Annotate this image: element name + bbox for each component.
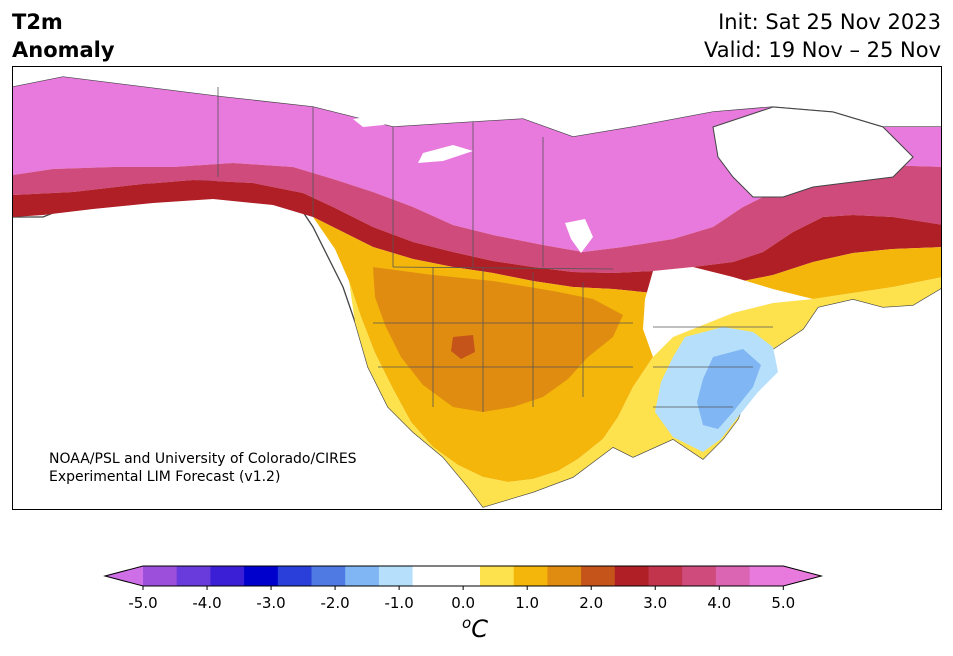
credit-line-1: NOAA/PSL and University of Colorado/CIRE…	[49, 451, 357, 467]
lake-white-1	[353, 113, 408, 127]
anomaly-map	[12, 66, 942, 510]
colorbar-segment	[277, 566, 312, 586]
anomaly-band-3-4	[13, 163, 941, 273]
anomaly-band-2-3	[13, 180, 941, 293]
init-date: Init: Sat 25 Nov 2023	[718, 10, 941, 34]
colorbar-segment	[749, 566, 784, 586]
valid-range: Valid: 19 Nov – 25 Nov	[704, 38, 941, 62]
lakes-neutral-zone	[643, 267, 813, 357]
lake-white-3	[565, 219, 593, 253]
colorbar-segment	[143, 566, 178, 586]
unit-base: C	[471, 615, 488, 643]
colorbar-segment	[311, 566, 346, 586]
colorbar-tick-label: -1.0	[384, 594, 413, 612]
colorbar-segment	[614, 566, 649, 586]
map-title: T2m Anomaly	[12, 8, 115, 64]
anomaly-band-1-5	[373, 267, 623, 412]
colorbar-segment	[446, 566, 481, 586]
colorbar-tick-label: -2.0	[320, 594, 349, 612]
colorbar-tick-label: -5.0	[128, 594, 157, 612]
forecast-dates: Init: Sat 25 Nov 2023 Valid: 19 Nov – 25…	[704, 8, 941, 64]
data-credit: NOAA/PSL and University of Colorado/CIRE…	[49, 450, 357, 486]
title-anomaly: Anomaly	[12, 38, 115, 62]
anomaly-band-warm-core	[451, 335, 475, 359]
colorbar-tick-label: -3.0	[256, 594, 285, 612]
credit-line-2: Experimental LIM Forecast (v1.2)	[49, 469, 281, 485]
colorbar-tick-label: 0.0	[451, 594, 475, 612]
lake-white-2	[418, 145, 473, 163]
colorbar-tick-label: -4.0	[192, 594, 221, 612]
colorbar-segment	[378, 566, 414, 586]
title-variable: T2m	[12, 10, 63, 34]
colorbar-segment	[648, 566, 683, 586]
colorbar-segment	[244, 566, 279, 586]
anomaly-band-0-1	[349, 277, 941, 507]
colorbar-segment	[581, 566, 616, 586]
colorbar-extend-low	[105, 566, 143, 586]
colorbar-tick-label: 5.0	[771, 594, 795, 612]
colorbar-segment	[513, 566, 548, 586]
colorbar-segment	[682, 566, 717, 586]
colorbar-segment	[547, 566, 582, 586]
anomaly-band-cool-minus1-5	[697, 349, 761, 429]
colorbar-tick-label: 3.0	[643, 594, 667, 612]
colorbar-tick-label: 4.0	[707, 594, 731, 612]
hudson-bay-water	[712, 106, 914, 198]
political-borders	[217, 87, 773, 412]
colorbar-unit: oC	[462, 614, 488, 643]
colorbar-segment	[480, 566, 515, 586]
colorbar-segment	[210, 566, 245, 586]
colorbar-svg: -5.0 -4.0 -3.0 -2.0 -1.0 0.0 1.0 2.0 3.0 4.0 5.0	[103, 565, 824, 612]
colorbar-segment	[345, 566, 380, 586]
colorbar-segment	[176, 566, 211, 586]
colorbar-extend-high	[783, 566, 822, 586]
colorbar-tick-label: 2.0	[579, 594, 603, 612]
colorbar-segment	[412, 566, 447, 586]
unit-superscript: o	[462, 614, 472, 632]
colorbar-segment	[715, 566, 751, 586]
colorbar-tick-label: 1.0	[515, 594, 539, 612]
anomaly-band-4-5	[13, 77, 941, 252]
colorbar: -5.0 -4.0 -3.0 -2.0 -1.0 0.0 1.0 2.0 3.0 4.0 5.0	[100, 560, 860, 634]
